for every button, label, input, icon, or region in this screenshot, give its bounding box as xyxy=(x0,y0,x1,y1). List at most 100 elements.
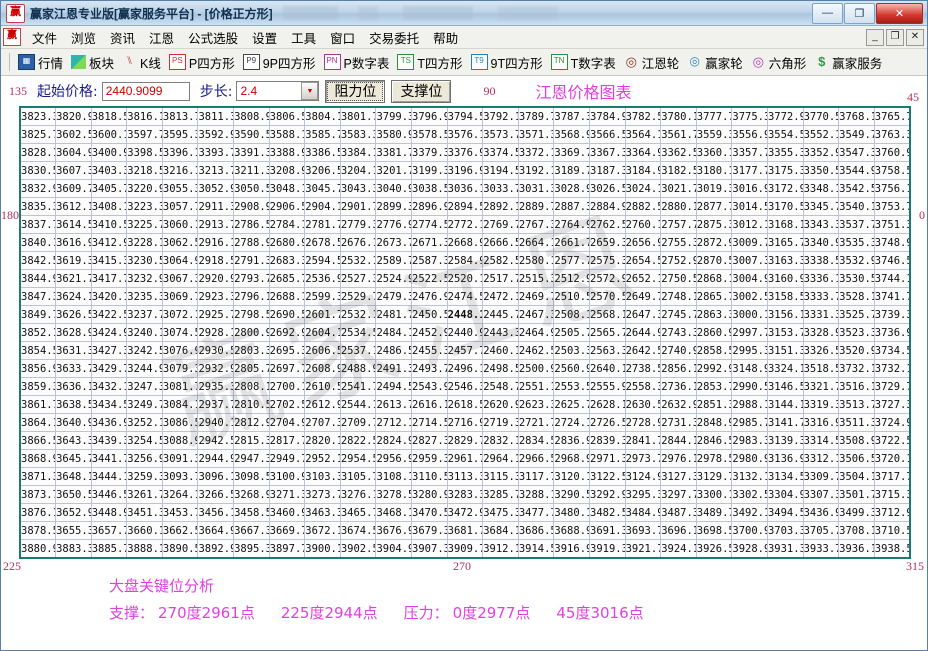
gann-cell[interactable]: 2800.9 xyxy=(233,323,270,342)
gann-cell[interactable]: 3859.3 xyxy=(19,377,57,396)
gann-cell[interactable]: 2604.1 xyxy=(304,323,341,342)
gann-cell[interactable]: 3758.50 xyxy=(873,161,911,180)
gann-cell[interactable]: 3405.7 xyxy=(90,179,128,198)
gann-cell[interactable]: 2870.5 xyxy=(695,251,733,270)
gann-cell[interactable]: 2784.10 xyxy=(268,215,306,234)
gann-cell[interactable]: 3710.50 xyxy=(873,521,911,540)
gann-cell[interactable]: 2834.50 xyxy=(517,431,555,450)
gann-cell[interactable]: 3456.10 xyxy=(197,503,235,522)
gann-cell[interactable]: 2707.3 xyxy=(304,413,341,432)
gann-cell[interactable]: 3619.3 xyxy=(55,251,92,270)
gann-cell[interactable]: 2923.3 xyxy=(197,287,235,306)
gann-cell[interactable]: 3880.9 xyxy=(19,539,57,559)
gann-cell[interactable]: 2966.50 xyxy=(517,449,555,468)
gann-cell[interactable]: 2606.5 xyxy=(304,341,341,360)
gann-cell[interactable]: 3801.70 xyxy=(339,106,377,126)
gann-cell[interactable]: 2731.30 xyxy=(660,413,697,432)
gann-cell[interactable]: 3914.50 xyxy=(517,539,555,559)
gann-cell[interactable]: 2450.50 xyxy=(411,305,448,324)
gann-cell[interactable]: 3033.70 xyxy=(482,179,519,198)
gann-cell[interactable]: 2457.70 xyxy=(446,341,484,360)
gann-cell[interactable]: 2558.3 xyxy=(624,377,662,396)
gann-cell[interactable]: 2445.7 xyxy=(482,305,519,324)
gann-cell[interactable]: 2767.3 xyxy=(517,215,555,234)
gann-cell[interactable]: 3700.9 xyxy=(731,521,768,540)
gann-cell[interactable]: 2810.50 xyxy=(233,395,270,414)
gann-cell[interactable]: 3295.3 xyxy=(624,485,662,504)
gann-cell[interactable]: 2577.70 xyxy=(553,251,590,270)
gann-cell[interactable]: 3513.70 xyxy=(838,395,875,414)
gann-cell[interactable]: 2750.50 xyxy=(660,269,697,288)
gann-cell[interactable]: 3184.9 xyxy=(624,161,662,180)
gann-cell[interactable]: 2757.70 xyxy=(660,215,697,234)
gann-cell[interactable]: 2546.30 xyxy=(446,377,484,396)
gann-cell[interactable]: 2522.50 xyxy=(411,269,448,288)
gann-cell[interactable]: 3890.50 xyxy=(161,539,199,559)
gann-cell[interactable]: 3088.9 xyxy=(161,431,199,450)
gann-cell[interactable]: 3192.10 xyxy=(517,161,555,180)
gann-cell[interactable]: 3393.7 xyxy=(197,143,235,162)
gann-cell[interactable]: 2474.5 xyxy=(446,287,484,306)
gann-cell[interactable]: 2560.9 xyxy=(553,359,590,378)
gann-cell[interactable]: 2656.9 xyxy=(624,233,662,252)
gann-cell[interactable]: 3444.1 xyxy=(90,467,128,486)
gann-cell[interactable]: 3924.10 xyxy=(660,539,697,559)
gann-cell[interactable]: 3506.50 xyxy=(838,449,875,468)
gann-cell[interactable]: 2493.7 xyxy=(411,359,448,378)
gann-cell[interactable]: 2510.50 xyxy=(553,287,590,306)
toolbar-button-p-square[interactable]: PS P四方形 xyxy=(165,52,239,73)
gann-cell[interactable]: 3360.10 xyxy=(695,143,733,162)
gann-cell[interactable]: 2779.3 xyxy=(339,215,377,234)
gann-cell[interactable]: 3825.7 xyxy=(19,125,57,144)
gann-cell[interactable]: 2659.3 xyxy=(589,233,626,252)
gann-cell[interactable]: 3938.50 xyxy=(873,539,911,559)
start-price-input[interactable]: 2440.9099 xyxy=(101,81,190,101)
gann-cell[interactable]: 3165.70 xyxy=(766,233,804,252)
gann-cell[interactable]: 2460.10 xyxy=(482,341,519,360)
gann-cell[interactable]: 2908.9 xyxy=(233,197,270,216)
gann-cell[interactable]: 3693.70 xyxy=(624,521,662,540)
gann-cell[interactable]: 3660.10 xyxy=(126,521,163,540)
gann-cell[interactable]: 3792.10 xyxy=(482,106,519,126)
gann-cell[interactable]: 3912.10 xyxy=(482,539,519,559)
gann-cell[interactable]: 2632.9 xyxy=(660,395,697,414)
gann-cell[interactable]: 3132.10 xyxy=(731,467,768,486)
gann-cell[interactable]: 3712.90 xyxy=(873,503,911,522)
gann-cell[interactable]: 3458.50 xyxy=(233,503,270,522)
gann-cell[interactable]: 2668.9 xyxy=(446,233,484,252)
gann-cell[interactable]: 3518.50 xyxy=(802,359,840,378)
gann-cell[interactable]: 3424.9 xyxy=(90,323,128,342)
gann-cell[interactable]: 2844.1 xyxy=(660,431,697,450)
gann-cell[interactable]: 2515.30 xyxy=(517,269,555,288)
gann-cell[interactable]: 3777.70 xyxy=(695,106,733,126)
toolbar-button-p-number-table[interactable]: PN P数字表 xyxy=(320,52,394,73)
gann-cell[interactable]: 3180.10 xyxy=(695,161,733,180)
gann-cell[interactable]: 2594.50 xyxy=(304,251,341,270)
gann-cell[interactable]: 3813.70 xyxy=(161,106,199,126)
gann-cell[interactable]: 3381.70 xyxy=(375,143,413,162)
gann-cell[interactable]: 3597.70 xyxy=(126,125,163,144)
gann-cell[interactable]: 3043.3 xyxy=(339,179,377,198)
gann-cell[interactable]: 2798.50 xyxy=(233,305,270,324)
gann-cell[interactable]: 2781.70 xyxy=(304,215,341,234)
gann-cell[interactable]: 3535.3 xyxy=(838,233,875,252)
gann-cell[interactable]: 2841.70 xyxy=(624,431,662,450)
gann-cell[interactable]: 3856.9 xyxy=(19,359,57,378)
gann-cell[interactable]: 2494.5 xyxy=(375,377,413,396)
gann-cell[interactable]: 3868.9 xyxy=(19,449,57,468)
gann-cell[interactable]: 3141.70 xyxy=(766,413,804,432)
gann-cell[interactable]: 3715.30 xyxy=(873,485,911,504)
gann-cell[interactable]: 3115.30 xyxy=(482,467,519,486)
gann-cell[interactable]: 2887.3 xyxy=(553,197,590,216)
gann-cell[interactable]: 2899.3 xyxy=(375,197,413,216)
gann-cell[interactable]: 3621.70 xyxy=(55,269,92,288)
gann-cell[interactable]: 2575.30 xyxy=(589,251,626,270)
toolbar-button-hexagon[interactable]: ◎ 六角形 xyxy=(747,52,811,73)
gann-cell[interactable]: 3475.30 xyxy=(482,503,519,522)
gann-cell[interactable]: 2527.3 xyxy=(339,269,377,288)
gann-cell[interactable]: 3511.30 xyxy=(838,413,875,432)
gann-cell[interactable]: 2930.50 xyxy=(197,341,235,360)
gann-cell[interactable]: 3002.5 xyxy=(731,287,768,306)
gann-cell[interactable]: 2964.1 xyxy=(482,449,519,468)
gann-cell[interactable]: 2949.70 xyxy=(268,449,306,468)
